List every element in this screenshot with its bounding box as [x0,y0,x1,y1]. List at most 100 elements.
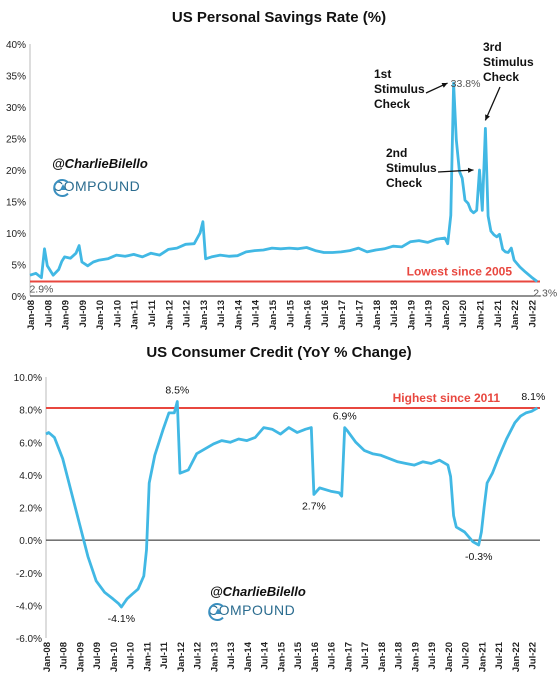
x-tick-label: Jan-15 [268,299,279,330]
x-tick-label: Jan-16 [303,300,314,330]
callout-arrowhead [485,114,490,121]
data-label: 2.9% [29,284,53,296]
x-tick-label: Jan-14 [243,641,254,672]
callout-label: 1st [374,67,391,81]
chart-title-credit: US Consumer Credit (YoY % Change) [146,344,412,361]
y-tick-label: 5% [12,261,27,272]
watermark-handle-2: @CharlieBilello [210,584,306,599]
x-tick-label: Jul-09 [78,300,89,327]
callout-label: Stimulus [386,161,437,175]
x-tick-label: Jan-18 [377,642,388,672]
x-tick-label: Jan-10 [95,300,106,330]
x-tick-label: Jul-08 [43,300,54,327]
x-tick-label: Jan-11 [130,299,141,329]
callout-label: Stimulus [483,55,534,69]
x-tick-label: Jul-10 [126,642,137,669]
compound-logo-icon [208,603,224,621]
data-label: 8.5% [165,384,189,396]
x-tick-label: Jul-08 [59,642,70,669]
x-tick-label: Jan-10 [109,642,120,672]
data-label: 6.9% [333,411,357,423]
x-tick-label: Jul-10 [112,300,123,327]
x-tick-label: Jul-09 [92,642,103,669]
x-tick-label: Jan-15 [276,641,287,672]
data-label: -0.3% [465,551,492,563]
data-label: 2.3% [533,288,557,300]
callout-arrowhead [441,82,448,88]
watermark-brand-1: COMPOUND [53,178,141,197]
callout-arrow [484,86,501,121]
callout-label: Check [386,176,422,190]
x-tick-label: Jan-08 [42,642,53,672]
callout-label: Stimulus [374,82,425,96]
x-tick-label: Jul-22 [527,300,538,327]
y-tick-label: 40% [6,40,26,51]
y-tick-label: 10% [6,229,26,240]
x-tick-label: Jan-22 [510,300,521,330]
x-tick-label: Jan-21 [477,641,488,672]
watermark-brand-2: COMPOUND [208,602,295,621]
x-tick-label: Jan-16 [310,642,321,672]
y-tick-label: 15% [6,198,26,209]
x-tick-label: Jan-17 [337,300,348,330]
x-tick-label: Jan-13 [199,300,210,330]
y-tick-label: -2.0% [16,569,42,580]
x-tick-label: Jul-19 [424,300,435,327]
x-tick-label: Jul-13 [226,642,237,669]
reference-line-label: Lowest since 2005 [407,265,513,279]
x-tick-label: Jul-11 [159,641,170,669]
x-tick-label: Jul-12 [193,642,204,669]
x-tick-label: Jul-18 [389,300,400,327]
x-tick-label: Jan-09 [75,642,86,672]
x-tick-label: Jan-19 [406,300,417,330]
x-tick-label: Jan-11 [142,641,153,671]
x-tick-label: Jul-22 [528,642,539,669]
callout-label: Check [374,97,410,111]
y-tick-label: 4.0% [19,471,42,482]
x-tick-label: Jan-18 [372,300,383,330]
x-tick-label: Jul-15 [293,641,304,669]
y-tick-label: 35% [6,72,26,83]
x-tick-label: Jan-14 [233,299,244,330]
x-tick-label: Jul-18 [394,642,405,669]
data-label: -4.1% [108,613,135,625]
y-tick-label: 25% [6,135,26,146]
y-tick-label: 2.0% [19,504,42,515]
y-tick-label: 30% [6,103,26,114]
x-tick-label: Jan-20 [444,642,455,672]
y-tick-label: 0% [12,292,27,303]
x-tick-label: Jan-21 [475,299,486,330]
y-tick-label: 8.0% [19,406,42,417]
y-tick-label: 6.0% [19,438,42,449]
x-tick-label: Jul-15 [285,299,296,327]
x-tick-label: Jul-17 [354,300,365,327]
x-tick-label: Jul-11 [147,299,158,327]
y-tick-label: 20% [6,166,26,177]
x-tick-label: Jan-12 [176,642,187,672]
x-tick-label: Jul-19 [427,642,438,669]
callout-label: Check [483,70,519,84]
x-tick-label: Jan-09 [61,300,72,330]
brand-name: COMPOUND [53,178,141,194]
x-tick-label: Jul-16 [327,642,338,669]
x-tick-label: Jan-19 [410,642,421,672]
y-tick-label: 0.0% [19,536,42,547]
x-tick-label: Jul-20 [458,300,469,327]
x-tick-label: Jul-21 [494,641,505,669]
x-tick-label: Jan-20 [441,300,452,330]
x-tick-label: Jul-16 [320,300,331,327]
x-tick-label: Jul-17 [360,642,371,669]
reference-line-label: Highest since 2011 [393,391,501,405]
x-tick-label: Jan-22 [511,642,522,672]
series-line [45,400,539,609]
watermark-handle-1: @CharlieBilello [52,156,148,171]
x-tick-label: Jul-20 [461,642,472,669]
x-tick-label: Jul-14 [251,299,262,327]
x-tick-label: Jan-13 [209,642,220,672]
x-tick-label: Jul-21 [493,299,504,327]
x-tick-label: Jul-12 [182,300,193,327]
x-tick-label: Jul-14 [260,641,271,669]
chart-title-savings: US Personal Savings Rate (%) [171,9,387,26]
callout-arrow [437,169,474,173]
